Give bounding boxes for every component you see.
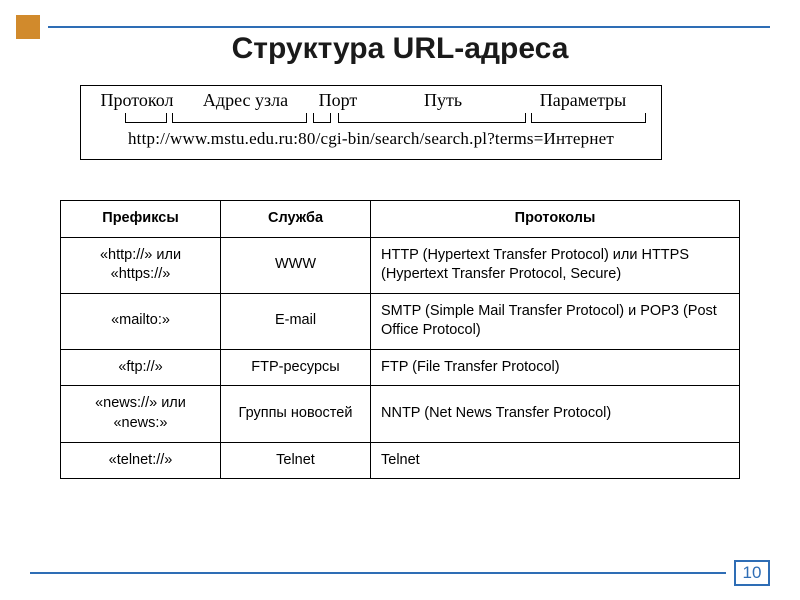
bracket (338, 113, 526, 123)
bracket (531, 113, 646, 123)
table-row: «ftp://»FTP-ресурсыFTP (File Transfer Pr… (61, 349, 740, 386)
protocols-table: Префиксы Служба Протоколы «http://» или … (60, 200, 740, 479)
url-part-labels: Протокол Адрес узла Порт Путь Параметры (91, 90, 651, 111)
bracket (172, 113, 307, 123)
table-row: «news://» или «news:»Группы новостейNNTP… (61, 386, 740, 442)
cell-service: WWW (221, 237, 371, 293)
cell-prefix: «telnet://» (61, 442, 221, 479)
cell-service: Группы новостей (221, 386, 371, 442)
page-title: Структура URL-адреса (0, 32, 800, 66)
cell-prefix: «mailto:» (61, 293, 221, 349)
bracket (125, 113, 167, 123)
header-service: Служба (221, 201, 371, 238)
url-example: http://www.mstu.edu.ru:80/cgi-bin/search… (91, 129, 651, 149)
table-row: «telnet://»TelnetTelnet (61, 442, 740, 479)
top-rule (48, 26, 770, 28)
cell-service: E-mail (221, 293, 371, 349)
cell-prefix: «ftp://» (61, 349, 221, 386)
url-structure-diagram: Протокол Адрес узла Порт Путь Параметры … (80, 85, 662, 160)
label-protocol: Протокол (91, 90, 183, 111)
cell-prefix: «http://» или «https://» (61, 237, 221, 293)
cell-protocol: HTTP (Hypertext Transfer Protocol) или H… (371, 237, 740, 293)
label-port: Порт (308, 90, 368, 111)
page-number: 10 (734, 560, 770, 586)
cell-prefix: «news://» или «news:» (61, 386, 221, 442)
cell-protocol: SMTP (Simple Mail Transfer Protocol) и P… (371, 293, 740, 349)
label-params: Параметры (518, 90, 648, 111)
bottom-rule (30, 572, 726, 574)
label-host: Адрес узла (183, 90, 308, 111)
table-row: «mailto:»E-mailSMTP (Simple Mail Transfe… (61, 293, 740, 349)
bracket (313, 113, 331, 123)
cell-service: Telnet (221, 442, 371, 479)
header-protocol: Протоколы (371, 201, 740, 238)
url-brackets (91, 113, 651, 127)
table-header-row: Префиксы Служба Протоколы (61, 201, 740, 238)
cell-protocol: FTP (File Transfer Protocol) (371, 349, 740, 386)
cell-protocol: Telnet (371, 442, 740, 479)
cell-protocol: NNTP (Net News Transfer Protocol) (371, 386, 740, 442)
table-row: «http://» или «https://»WWWHTTP (Hyperte… (61, 237, 740, 293)
header-prefix: Префиксы (61, 201, 221, 238)
cell-service: FTP-ресурсы (221, 349, 371, 386)
label-path: Путь (368, 90, 518, 111)
